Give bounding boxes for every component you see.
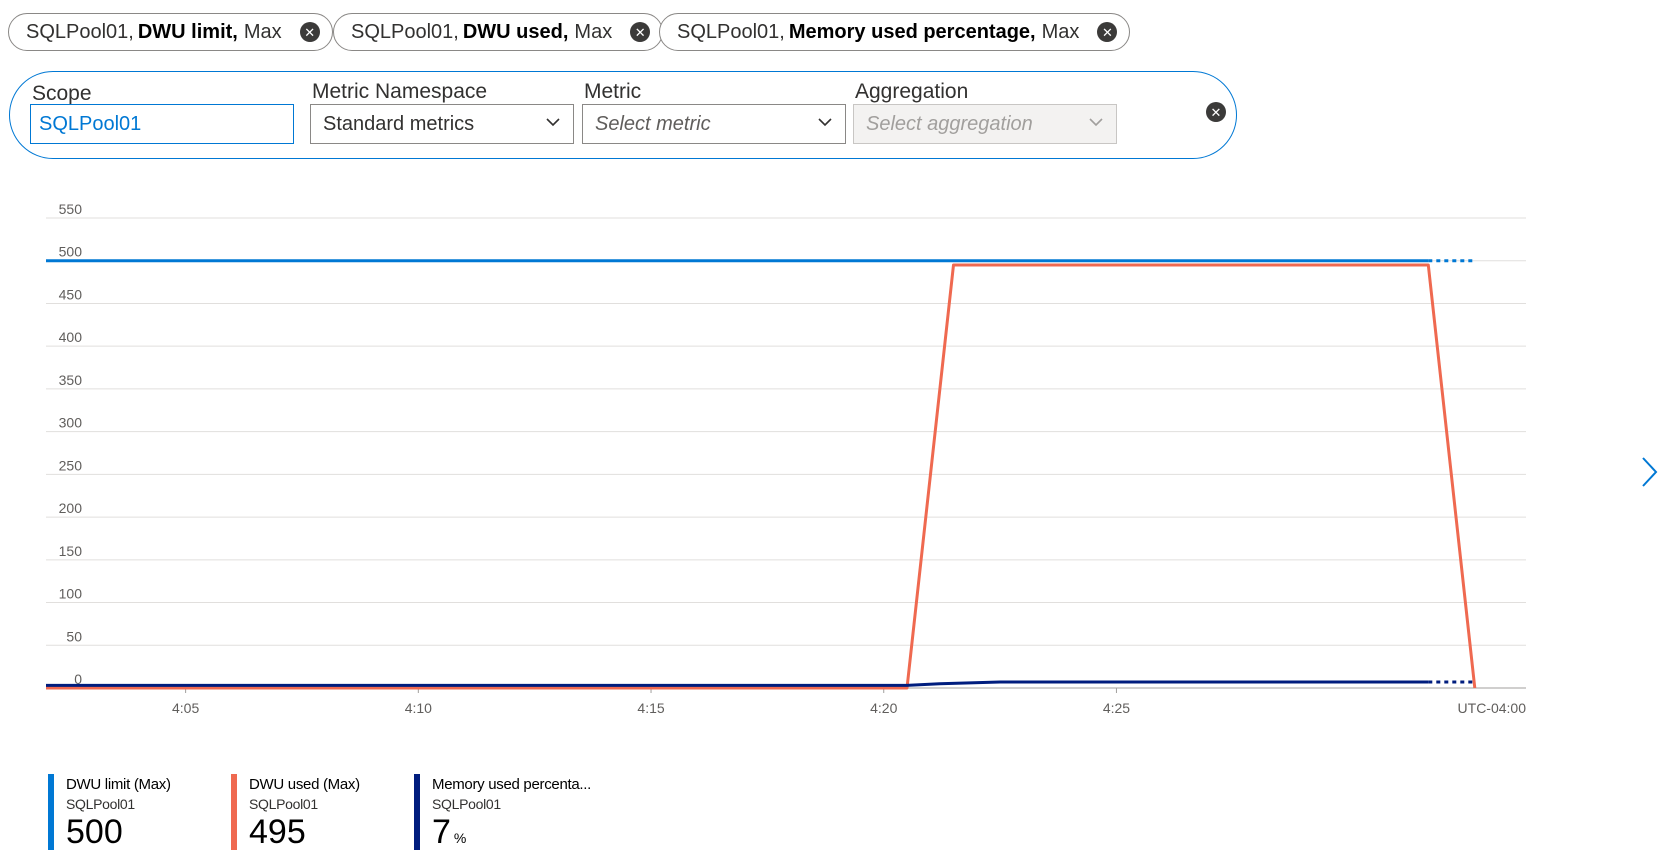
chevron-right-icon[interactable] (1640, 455, 1660, 489)
metric-editor: Scope SQLPool01 Metric Namespace Standar… (9, 71, 1237, 159)
pill-aggregation: Max (1041, 20, 1080, 43)
remove-metric-icon[interactable]: ✕ (1097, 22, 1118, 42)
legend-value: 7% (432, 814, 466, 856)
aggregation-label: Aggregation (855, 80, 969, 103)
y-tick-label: 300 (59, 415, 83, 431)
metric-placeholder: Select metric (595, 112, 711, 135)
pill-aggregation: Max (243, 20, 282, 43)
namespace-label: Metric Namespace (312, 80, 488, 103)
metric-pill-dwu-limit[interactable]: SQLPool01, DWU limit, Max ✕ (8, 13, 333, 51)
legend-series-name: Memory used percenta... (432, 776, 592, 793)
x-tick-label: 4:15 (637, 700, 664, 716)
legend-value-unit: % (453, 830, 467, 846)
y-tick-label: 50 (66, 628, 82, 644)
y-tick-label: 450 (59, 286, 83, 302)
y-tick-label: 400 (59, 329, 83, 345)
y-tick-label: 250 (59, 457, 83, 473)
x-tick-label: 4:05 (172, 700, 199, 716)
x-tick-label: 4:10 (405, 700, 432, 716)
namespace-value: Standard metrics (323, 112, 475, 135)
legend-color-bar (414, 774, 420, 850)
scope-label: Scope (32, 82, 92, 105)
x-tick-label: 4:20 (870, 700, 897, 716)
namespace-select[interactable]: Standard metrics (310, 104, 574, 144)
y-tick-label: 150 (59, 543, 83, 559)
pill-resource: SQLPool01, (26, 20, 134, 43)
pill-resource: SQLPool01, (351, 20, 459, 43)
metric-select[interactable]: Select metric (582, 104, 846, 144)
pill-metric: DWU used, (462, 20, 569, 43)
series-line (46, 263, 1477, 690)
aggregation-select: Select aggregation (853, 104, 1117, 144)
legend-value-number: 500 (66, 813, 123, 851)
pill-metric: Memory used percentage, (788, 20, 1036, 43)
y-tick-label: 0 (74, 671, 82, 687)
series-line (46, 680, 1429, 687)
x-tick-label: 4:25 (1103, 700, 1130, 716)
y-tick-label: 200 (59, 500, 83, 516)
legend-value: 500 (66, 814, 123, 850)
legend-color-bar (48, 774, 54, 850)
legend-resource: SQLPool01 (66, 796, 135, 812)
timezone-label: UTC-04:00 (1458, 700, 1527, 716)
close-editor-icon[interactable]: ✕ (1206, 102, 1226, 122)
chevron-down-icon (1089, 118, 1103, 127)
chevron-down-icon (818, 118, 832, 127)
legend-resource: SQLPool01 (249, 796, 318, 812)
y-tick-label: 550 (59, 201, 83, 217)
legend-value: 495 (249, 814, 306, 850)
aggregation-placeholder: Select aggregation (866, 112, 1033, 135)
chevron-down-icon (546, 118, 560, 127)
legend-value-number: 7 (432, 813, 451, 851)
y-tick-label: 350 (59, 372, 83, 388)
pill-metric: DWU limit, (137, 20, 238, 43)
legend-series-name: DWU limit (Max) (66, 776, 171, 793)
metric-label: Metric (584, 80, 642, 103)
line-chart: 0 50 100 150 200 250 300 350 400 450 500 550 4:05 4:1… (46, 201, 1527, 716)
legend-series-name: DWU used (Max) (249, 776, 360, 793)
legend-color-bar (231, 774, 237, 850)
legend-value-number: 495 (249, 813, 306, 851)
legend-resource: SQLPool01 (432, 796, 501, 812)
metric-pill-memory-used[interactable]: SQLPool01, Memory used percentage, Max ✕ (659, 13, 1131, 51)
pill-resource: SQLPool01, (677, 20, 785, 43)
scope-input[interactable]: SQLPool01 (30, 104, 294, 144)
metric-pill-dwu-used[interactable]: SQLPool01, DWU used, Max ✕ (333, 13, 664, 51)
remove-metric-icon[interactable]: ✕ (630, 22, 651, 42)
remove-metric-icon[interactable]: ✕ (299, 22, 320, 42)
y-tick-label: 100 (59, 586, 83, 602)
y-tick-label: 500 (59, 244, 83, 260)
pill-aggregation: Max (574, 20, 613, 43)
